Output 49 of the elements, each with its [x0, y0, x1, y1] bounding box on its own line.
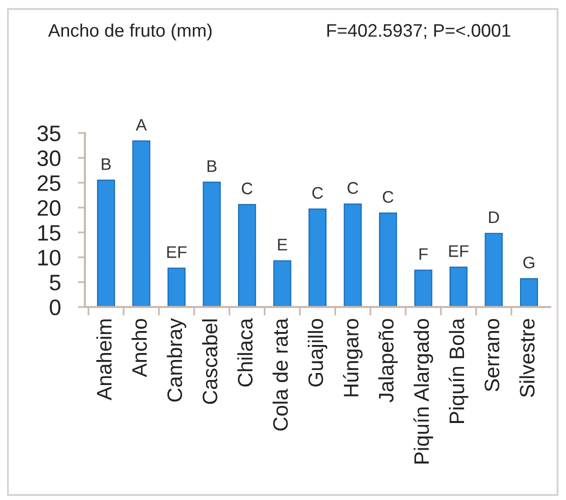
y-tick-label: 10 [38, 250, 60, 266]
bar [484, 232, 503, 307]
annotation: E [278, 238, 288, 250]
annotation: C [382, 191, 394, 203]
bar [344, 204, 362, 307]
chart-title: Ancho de fruto (mm) [48, 24, 212, 40]
bar [308, 208, 327, 307]
chart-subtitle: F=402.5937; P=<.0001 [327, 24, 510, 39]
bar [132, 140, 150, 307]
x-tick-label: Chilaca [237, 318, 253, 387]
x-tick-label: Cascabel [202, 320, 218, 404]
bar [97, 180, 116, 307]
annotation: C [242, 182, 252, 194]
x-tick-label: Anaheim [96, 319, 112, 400]
annotation: F [420, 248, 428, 260]
annotation: C [348, 182, 358, 194]
y-tick-label: 25 [38, 175, 60, 191]
annotation: EF [449, 245, 468, 257]
bar [238, 204, 256, 307]
x-tick-label: Silvestre [519, 319, 535, 398]
bar [520, 278, 538, 307]
bar [273, 260, 292, 307]
y-tick-label: 35 [37, 126, 60, 142]
bar [414, 270, 432, 307]
x-tick-label: Serrano [484, 318, 500, 392]
x-tick-label: Guajillo [308, 318, 328, 387]
annotation: B [208, 160, 216, 172]
x-tick-label: Piquín Bola [448, 318, 468, 423]
annotation: D [489, 212, 499, 224]
x-tick-label: Jalapeño [378, 318, 398, 402]
bar [168, 268, 186, 307]
x-tick-label: Ancho [132, 318, 147, 378]
x-tick-label: Húngaro [342, 318, 363, 396]
annotation: A [136, 119, 147, 131]
y-tick-label: 20 [38, 200, 60, 216]
y-tick-label: 30 [37, 150, 60, 166]
bar [379, 212, 398, 307]
y-tick-label: 0 [50, 300, 60, 316]
annotation: EF [167, 246, 187, 258]
bar [202, 182, 221, 307]
annotation: C [312, 187, 323, 199]
annotation: B [102, 158, 111, 170]
annotation: G [523, 256, 534, 268]
bar [449, 266, 468, 307]
y-tick-label: 15 [38, 225, 60, 241]
y-tick-label: 5 [50, 274, 60, 290]
x-tick-label: Cambray [166, 318, 186, 402]
x-tick-label: Piquín Alargado [413, 318, 434, 464]
x-tick-label: Cola de rata [272, 318, 288, 431]
